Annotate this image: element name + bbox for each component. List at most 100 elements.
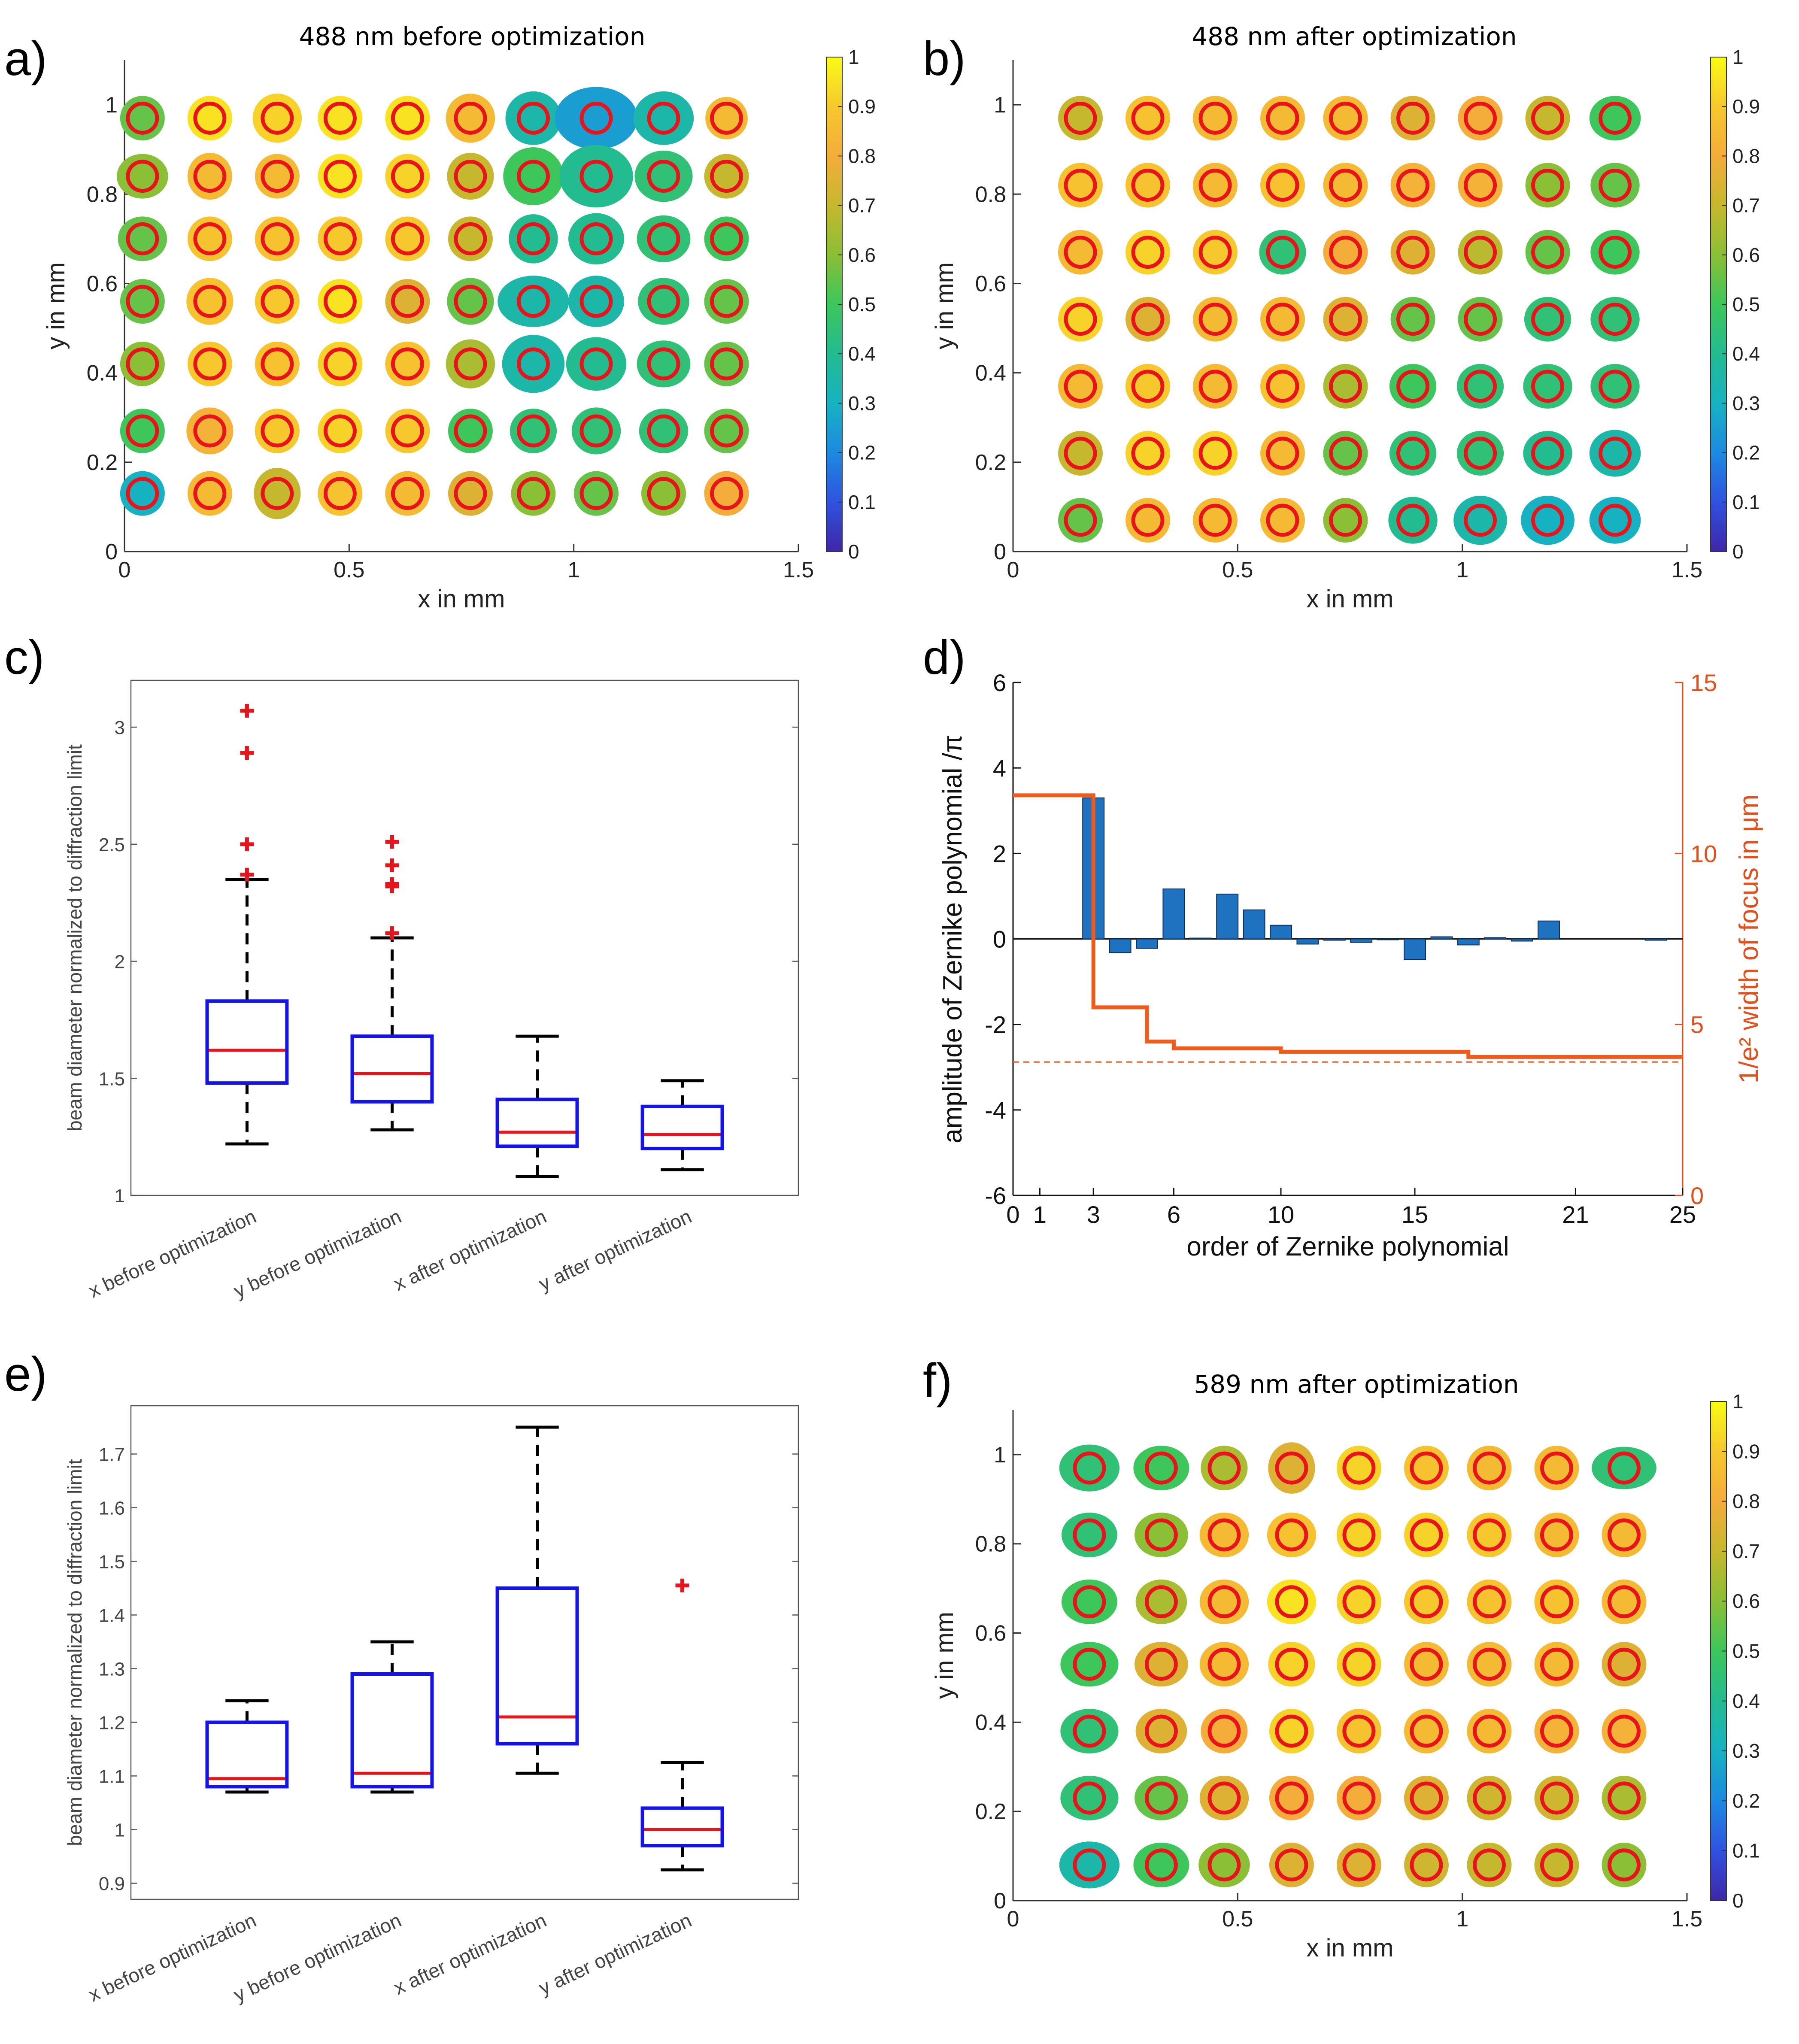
- diffraction-limit-ring: [193, 222, 227, 255]
- beam-spot: [1059, 1841, 1120, 1889]
- diffraction-limit-ring: [193, 160, 227, 193]
- diffraction-limit-ring: [391, 222, 424, 255]
- diffraction-limit-ring: [1540, 1848, 1573, 1882]
- diffraction-limit-ring: [1396, 370, 1430, 403]
- zernike-bar: [1189, 937, 1212, 940]
- diffraction-limit-ring: [1073, 1848, 1106, 1882]
- diffraction-limit-ring: [579, 101, 613, 135]
- diffraction-limit-ring: [323, 101, 357, 135]
- beam-spot: [1133, 1842, 1189, 1887]
- y-axis-label: beam diameter normalized to diffraction …: [64, 744, 86, 1131]
- beam-spot: [502, 335, 565, 393]
- diffraction-limit-ring: [516, 222, 550, 255]
- beam-spot: [117, 154, 168, 199]
- diffraction-limit-ring: [710, 414, 743, 448]
- diffraction-limit-ring: [1275, 1714, 1308, 1748]
- diffraction-limit-ring: [454, 160, 487, 193]
- diffraction-limit-ring: [579, 414, 613, 448]
- outlier-marker: [385, 835, 399, 849]
- diffraction-limit-ring: [1198, 437, 1232, 470]
- diffraction-limit-ring: [1599, 101, 1632, 135]
- diffraction-limit-ring: [126, 477, 159, 510]
- right-tick-label: 0: [1690, 1182, 1704, 1209]
- x-tick-label: 1: [567, 558, 580, 582]
- diffraction-limit-ring: [1607, 1451, 1641, 1485]
- diffraction-limit-ring: [1207, 1781, 1241, 1815]
- x-tick-label: 1: [1456, 558, 1468, 582]
- diffraction-limit-ring: [1464, 503, 1497, 537]
- beam-spot: [1133, 1446, 1189, 1491]
- y-tick-label: 6: [993, 669, 1006, 696]
- y-tick-label: 0.8: [975, 1532, 1006, 1557]
- beam-spot: [503, 147, 564, 206]
- diffraction-limit-ring: [710, 477, 743, 510]
- diffraction-limit-ring: [193, 347, 227, 381]
- iqr-box: [640, 1806, 724, 1847]
- beam-spot: [1267, 1512, 1317, 1557]
- zernike-bar: [1270, 925, 1292, 940]
- y-tick-label: 0: [993, 926, 1006, 953]
- diffraction-limit-ring: [1342, 1848, 1376, 1882]
- diffraction-limit-ring: [1064, 437, 1097, 470]
- diffraction-limit-ring: [516, 160, 550, 193]
- panel-label: b): [923, 32, 966, 85]
- diffraction-limit-ring: [1472, 1518, 1506, 1552]
- diffraction-limit-ring: [1599, 503, 1632, 537]
- diffraction-limit-ring: [126, 285, 159, 318]
- diffraction-limit-ring: [1275, 1518, 1308, 1552]
- y-tick-label: 0.6: [975, 1621, 1006, 1646]
- x-axis-label: x in mm: [418, 585, 505, 613]
- diffraction-limit-ring: [1144, 1714, 1178, 1748]
- x-tick-label: 1.5: [1672, 1907, 1702, 1932]
- iqr-box: [350, 1672, 434, 1789]
- diffraction-limit-ring: [1342, 1714, 1376, 1748]
- diffraction-limit-ring: [323, 160, 357, 193]
- beam-spot: [1135, 1579, 1187, 1624]
- right-tick-label: 10: [1690, 840, 1717, 867]
- beam-spot: [447, 153, 494, 200]
- diffraction-limit-ring: [1464, 101, 1497, 135]
- colorbar-tick-label: 0.6: [1732, 244, 1760, 266]
- beam-spot: [1061, 1579, 1117, 1624]
- panel-b-beam-map: b) 488 nm after optimization 0 0.5 1 1.5 0 0.2 0…: [923, 22, 1760, 613]
- zernike-bar: [1323, 938, 1346, 941]
- x-category-label: y after optimization: [535, 1909, 695, 1999]
- y-tick-label: 0.2: [87, 450, 118, 475]
- colorbar-tick-label: 0.3: [1732, 1740, 1760, 1762]
- beam-spot: [1135, 1776, 1188, 1821]
- diffraction-limit-ring: [1464, 168, 1497, 202]
- zernike-bar: [1644, 938, 1667, 941]
- colorbar-tick-label: 0.8: [848, 145, 876, 167]
- beam-spot: [446, 339, 495, 389]
- x-category-label: x after optimization: [390, 1909, 550, 1999]
- beam-spot: [1060, 1776, 1119, 1821]
- beam-spot: [1060, 1709, 1119, 1754]
- diffraction-limit-ring: [1275, 1647, 1308, 1681]
- diffraction-limit-ring: [1198, 236, 1232, 269]
- diffraction-limit-ring: [1531, 168, 1565, 202]
- outlier-marker: [240, 837, 254, 851]
- colorbar-tick-label: 0.4: [1732, 343, 1760, 365]
- diffraction-limit-ring: [516, 101, 550, 135]
- panel-c-boxplot: c) 1 1.5 2 2.5 3 beam diameter normalized to d…: [4, 631, 799, 1302]
- y-tick-label: 1: [105, 93, 118, 118]
- diffraction-limit-ring: [1472, 1781, 1506, 1815]
- diffraction-limit-ring: [579, 285, 613, 318]
- beam-spot: [1590, 163, 1640, 208]
- beam-spot: [1592, 1447, 1656, 1489]
- diffraction-limit-ring: [1266, 370, 1299, 403]
- diffraction-limit-ring: [1131, 303, 1165, 336]
- beam-spot: [509, 214, 558, 264]
- diffraction-limit-ring: [1207, 1451, 1241, 1485]
- diffraction-limit-ring: [1410, 1647, 1443, 1681]
- outlier-marker: [385, 858, 399, 872]
- zernike-bar: [1511, 938, 1533, 942]
- y-axis-label: y in mm: [42, 262, 70, 349]
- beam-spot: [638, 278, 689, 325]
- colorbar-tick-label: 0.3: [1732, 392, 1760, 414]
- colorbar-tick-label: 0.9: [1732, 1440, 1760, 1462]
- plot-frame: [130, 679, 799, 1196]
- diffraction-limit-ring: [261, 414, 294, 448]
- beam-spot: [1590, 297, 1640, 342]
